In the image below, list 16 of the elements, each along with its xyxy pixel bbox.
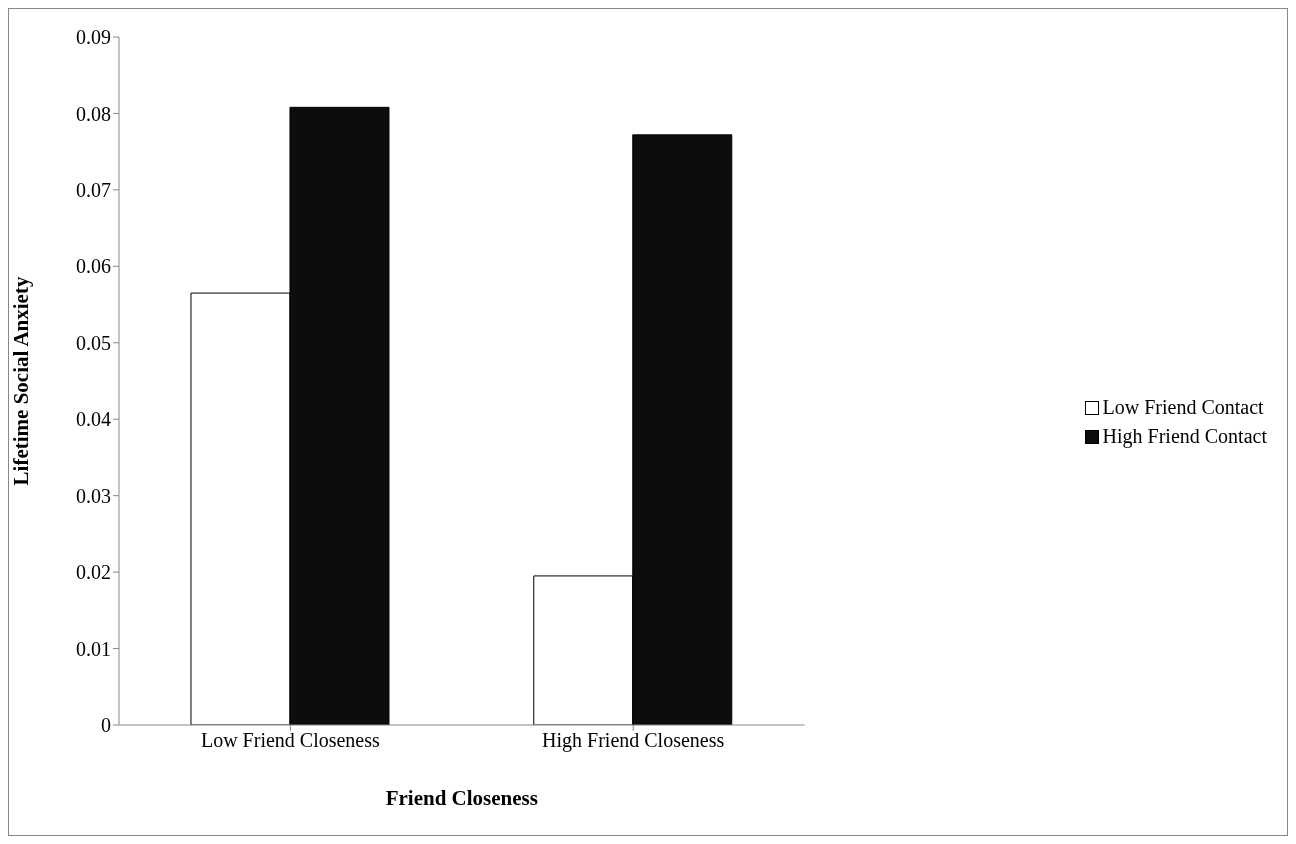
x-tick-label: High Friend Closeness [542, 729, 725, 753]
y-tick-label: 0 [101, 714, 111, 737]
y-tick-label: 0.02 [76, 561, 111, 584]
y-tick-label: 0.09 [76, 26, 111, 49]
y-tick-label: 0.05 [76, 331, 111, 354]
y-tick-label: 0.04 [76, 408, 111, 431]
y-tick-label: 0.01 [76, 637, 111, 660]
x-axis-title: Friend Closeness [385, 786, 538, 810]
x-tick-label: Low Friend Closeness [200, 729, 381, 752]
y-tick-label: 0.07 [76, 178, 111, 201]
y-axis-title: Lifetime Social Anxiety [9, 276, 34, 486]
y-tick-label: 0.03 [76, 484, 111, 507]
y-tick-label: 0.08 [76, 102, 111, 125]
y-tick-label: 0.06 [76, 255, 111, 278]
legend-label: Low Friend Contact [1102, 396, 1264, 419]
legend-label: High Friend Contact [1102, 425, 1267, 448]
